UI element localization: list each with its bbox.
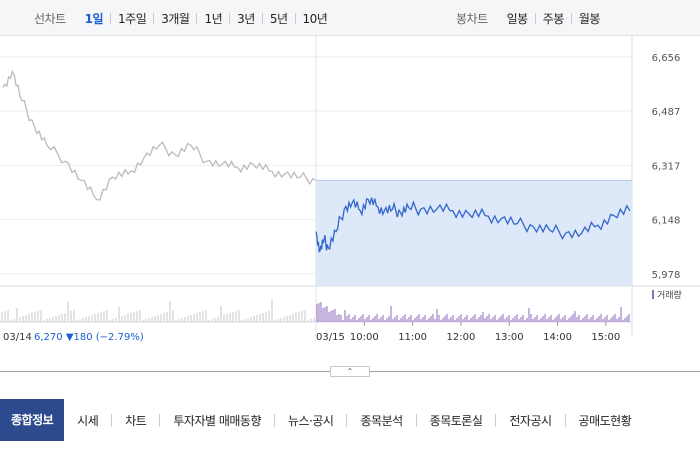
tab-separator [111,413,113,427]
period-option-5[interactable]: 5년 [269,11,288,26]
separator [153,12,155,24]
y-tick-label: 6,148 [652,215,681,226]
period-option-0[interactable]: 1일 [84,11,104,26]
tab-separator [274,413,275,427]
tab-2[interactable]: 차트 [125,413,147,428]
y-tick-label: 6,317 [652,161,681,172]
tab-5[interactable]: 종목분석 [360,413,403,428]
tab-1[interactable]: 시세 [77,413,99,428]
tab-separator [159,413,161,427]
y-tick-label: 6,656 [652,53,681,64]
candle-period-option-0[interactable]: 일봉 [506,11,529,26]
separator [229,12,231,24]
x-tick-label: 13:00 [495,332,524,343]
price-summary: 6,270 ▼180 (−2.79%) [34,332,144,343]
x-tick-label: 11:00 [398,332,427,343]
series-line-03-14 [2,69,317,201]
candle-period-option-2[interactable]: 월봉 [578,11,601,26]
tab-separator [415,413,417,427]
tab-6[interactable]: 종목토론실 [429,413,483,428]
chevron-up-icon: ⌃ [346,367,354,376]
y-tick-label: 5,978 [652,270,681,281]
tab-7[interactable]: 전자공시 [509,413,552,428]
candle-period-option-1[interactable]: 주봉 [542,11,565,26]
period-option-1[interactable]: 1주일 [118,11,147,26]
period-option-3[interactable]: 1년 [204,11,223,26]
summary-change-pct: (−2.79%) [96,332,144,343]
x-tick-label: 03/15 [316,332,345,343]
separator [294,12,296,24]
tab-separator [346,413,348,427]
period-option-4[interactable]: 3년 [237,11,255,26]
x-tick-label: 12:00 [447,332,476,343]
period-option-2[interactable]: 3개월 [161,11,190,26]
tab-separator [564,413,566,427]
tab-4[interactable]: 뉴스·공시 [288,413,334,428]
collapse-chart-button[interactable]: ⌃ [330,366,370,377]
separator [110,12,112,24]
summary-change: ▼180 [66,332,96,343]
prev-close-band [316,180,632,286]
stock-info-tabs: 종합정보 시세 차트 투자자별 매매동향 뉴스·공시 종목분석 종목토론실 전자공시 공매도현황 [0,399,700,441]
separator [196,12,198,24]
line-chart-label: 선차트 [34,11,66,26]
x-tick-label: 03/14 [3,332,32,343]
volume-legend-marker [652,290,654,299]
separator [534,12,536,24]
series-line-03-15 [315,197,631,253]
volume-legend-label: 거래량 [657,289,682,301]
period-option-6[interactable]: 10년 [302,11,328,26]
tab-3[interactable]: 투자자별 매매동향 [173,413,261,428]
y-tick-label: 6,487 [652,107,681,118]
stock-price-chart[interactable]: 6,656 6,487 6,317 6,148 5,978 거래량 03/14 03/15 10… [0,36,700,366]
x-tick-label: 14:00 [543,332,572,343]
candle-chart-periods: 봉차트 일봉 주봉 월봉 [456,0,607,36]
tab-0[interactable]: 종합정보 [0,399,65,441]
tab-8[interactable]: 공매도현황 [578,413,632,428]
x-tick-label: 10:00 [350,332,379,343]
tab-separator [495,413,497,427]
separator [570,12,572,24]
chart-period-bar: 선차트 1일 1주일 3개월 1년 3년 5년 10년 봉차트 일봉 주봉 월봉 [0,0,700,36]
separator [261,12,263,24]
line-chart-periods: 선차트 1일 1주일 3개월 1년 3년 5년 10년 [34,0,334,36]
summary-price: 6,270 [34,332,66,343]
candle-chart-label: 봉차트 [456,11,488,26]
x-tick-label: 15:00 [591,332,620,343]
